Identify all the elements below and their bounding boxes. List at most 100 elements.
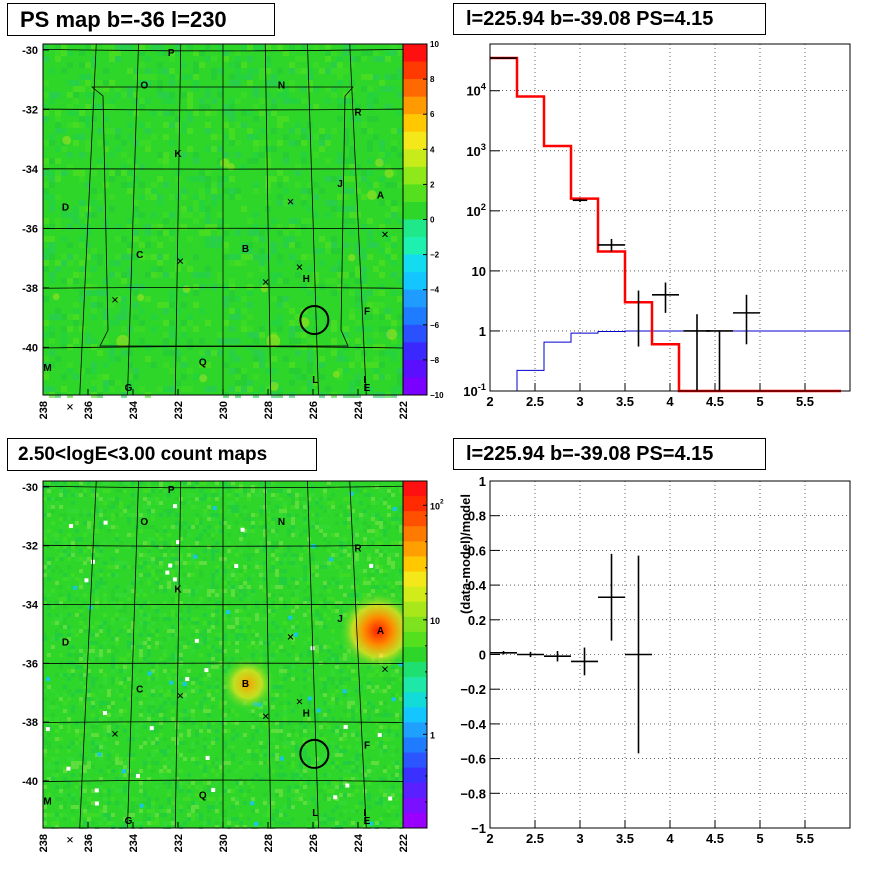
count-map-pixel [94,788,99,793]
count-map-pixel [254,821,259,826]
y-tick-label: -36 [22,223,38,235]
source-label-E: E [364,816,371,827]
colorbar-band [403,511,427,527]
count-map-pixel [391,697,396,702]
colorbar-band [403,131,427,150]
residual-data-point [571,647,598,676]
source-label-A: A [377,191,384,202]
source-cross-marker [262,279,269,285]
y-tick-label: -38 [22,717,38,729]
count-map-pixel [293,632,298,637]
count-map-pixel [316,708,321,713]
colorbar-band [403,737,427,754]
x-tick-label: 230 [218,401,230,419]
colorbar-band [403,586,427,603]
colorbar-band [403,662,427,678]
colorbar-tick-label: 6 [430,110,435,119]
residual-data-point [544,651,571,662]
colorbar-band [403,254,427,273]
longitude-line [127,480,139,829]
colorbar-band [403,289,427,308]
y-tick-label: -30 [22,482,38,494]
colorbar-tick-label: −8 [430,356,440,365]
y-tick-label: -36 [22,658,38,670]
colorbar-tick-label: 102 [430,498,444,511]
source-label-F: F [364,307,370,318]
source-label-I: I [363,375,366,386]
y-tick-label: 10-1 [463,382,486,399]
colorbar-band [403,342,427,361]
colorbar-band [403,767,427,784]
x-tick-label: 232 [173,834,185,852]
ps-graticule [42,43,404,396]
colorbar-band [403,237,427,256]
colorbar-tick-label: −4 [430,286,440,295]
count-map-pixel [185,676,190,681]
x-tick-label: 3.5 [616,394,634,409]
source-label-R: R [354,107,362,118]
x-tick-label: 232 [173,401,185,419]
y-tick-label: -30 [22,45,38,57]
longitude-line [307,43,319,396]
count-map-pixel [204,668,209,673]
y-tick-label: -34 [22,600,39,612]
source-label-J: J [337,179,343,190]
ps-map-blob [136,293,145,301]
ps-map-blob [62,135,72,145]
y-tick-label: −0.8 [460,786,486,801]
colorbar-band [403,526,427,542]
ps-map-blob [116,334,130,348]
count-colorbar: 102 10 1 [402,480,444,829]
colorbar-tick-label: 8 [430,75,435,84]
ps-map-blob [52,293,60,301]
x-tick-label: 238 [38,834,50,852]
count-map-pixel [369,563,374,568]
colorbar-band [403,44,427,63]
spectrum-data-point [572,198,588,203]
colorbar-tick-label: 2 [430,180,435,189]
x-tick-label: 3 [576,394,583,409]
source-label-O: O [140,517,148,528]
colorbar-band [403,481,427,497]
source-label-L: L [312,808,318,819]
source-label-N: N [278,517,285,528]
count-map-pixel [90,559,95,564]
y-tick-label: 104 [466,82,486,99]
spectrum-title: l=225.94 b=-39.08 PS=4.15 [453,3,766,35]
x-tick-label: 2.5 [526,394,544,409]
colorbar-band [403,149,427,168]
ps-map-blob [366,190,377,201]
colorbar-band [403,797,427,814]
ps-map-blob [219,158,230,168]
count-map-pixel [102,711,107,716]
colorbar-band [403,324,427,343]
source-label-K: K [174,585,182,596]
x-tick-label: 5 [756,394,763,409]
source-cross-marker [287,198,294,205]
source-label-G: G [125,383,133,394]
colorbar-tick-label: −2 [430,251,440,260]
count-map-pixel [392,507,397,512]
longitude-line [174,480,182,829]
longitude-line [79,480,97,829]
y-tick-label: -34 [22,164,39,176]
ps-map-blob [260,284,269,293]
y-tick-label: 1 [479,474,486,489]
source-label-E: E [364,383,371,394]
x-tick-label: 4.5 [706,394,724,409]
source-label-M: M [43,796,51,807]
y-tick-label: -40 [22,342,38,354]
residual-title: l=225.94 b=-39.08 PS=4.15 [453,438,766,470]
spectrum-data-point [598,238,625,252]
source-label-O: O [140,81,148,92]
source-cross-marker [67,404,73,410]
colorbar-band [403,201,427,220]
source-label-Q: Q [199,791,207,802]
source-cross-marker [112,296,118,303]
y-tick-label: -32 [22,104,38,116]
count-map-pixel [250,801,255,806]
count-map-pixel [69,523,74,528]
count-map-pixel [176,540,181,545]
ps-map-texture [43,44,403,398]
count-map-pixel [369,821,374,826]
